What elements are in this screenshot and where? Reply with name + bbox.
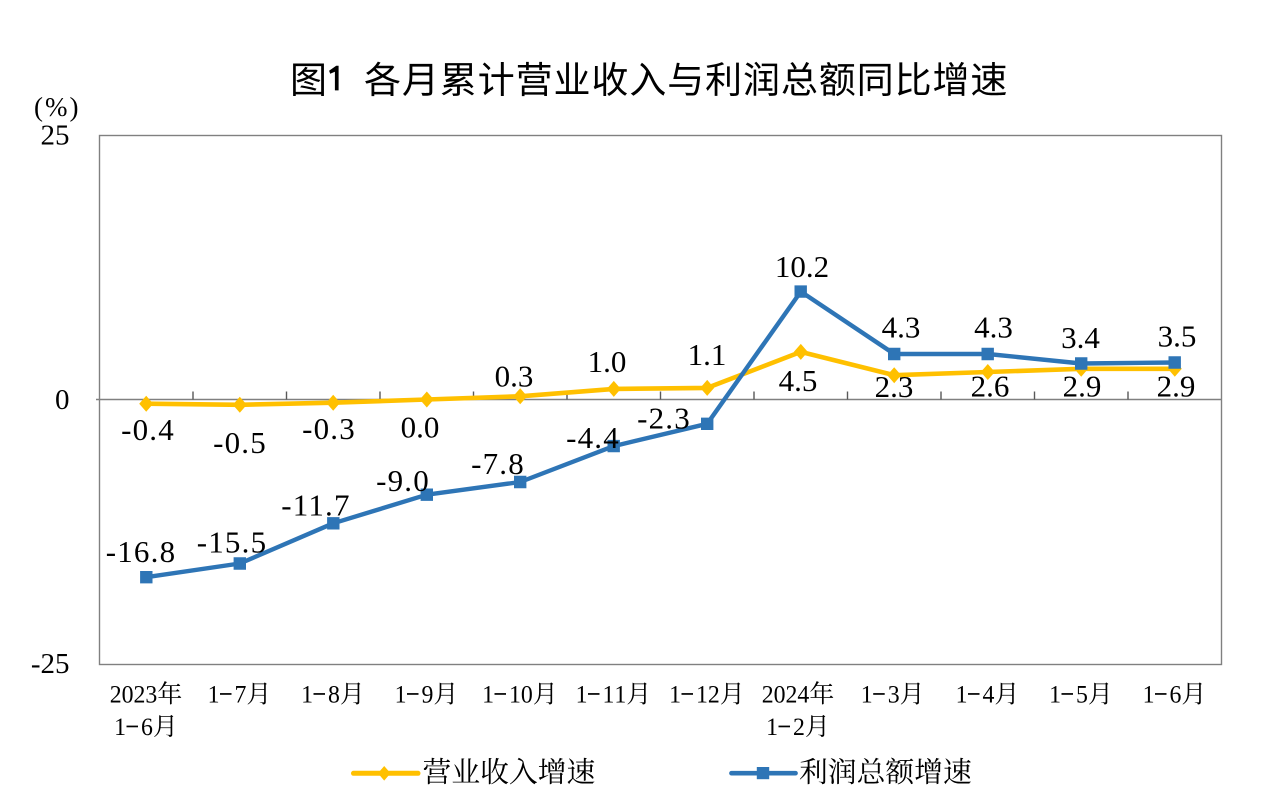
svg-text:25: 25 <box>41 120 70 152</box>
svg-text:1: 1 <box>208 682 220 709</box>
svg-text:4: 4 <box>983 682 995 709</box>
svg-text:6: 6 <box>141 714 153 741</box>
svg-text:1.1: 1.1 <box>688 337 727 372</box>
svg-text:1: 1 <box>861 682 873 709</box>
svg-text:-16.8: -16.8 <box>106 534 177 569</box>
svg-text:-4.4: -4.4 <box>566 420 620 455</box>
svg-text:1: 1 <box>603 682 615 709</box>
svg-text:1: 1 <box>696 682 708 709</box>
svg-text:8: 8 <box>328 682 340 709</box>
svg-text:7: 7 <box>235 682 247 709</box>
svg-text:3: 3 <box>888 682 900 709</box>
svg-text:9: 9 <box>422 682 434 709</box>
svg-text:-15.5: -15.5 <box>197 525 268 560</box>
svg-text:2.6: 2.6 <box>971 369 1010 404</box>
svg-text:4: 4 <box>797 682 809 709</box>
svg-text:3: 3 <box>145 682 157 709</box>
svg-text:1: 1 <box>669 682 681 709</box>
svg-text:10.2: 10.2 <box>775 249 829 284</box>
svg-text:6: 6 <box>1170 682 1182 709</box>
svg-text:1.0: 1.0 <box>588 344 627 379</box>
svg-text:-0.4: -0.4 <box>121 412 175 447</box>
svg-text:3.5: 3.5 <box>1158 319 1197 354</box>
svg-text:1: 1 <box>614 682 626 709</box>
svg-text:0: 0 <box>122 682 134 709</box>
svg-text:-7.8: -7.8 <box>471 446 525 481</box>
svg-text:0: 0 <box>55 384 70 416</box>
svg-text:-11.7: -11.7 <box>281 488 350 523</box>
svg-text:0: 0 <box>774 682 786 709</box>
svg-text:4.5: 4.5 <box>779 363 818 398</box>
svg-text:1: 1 <box>956 682 968 709</box>
svg-text:-2.3: -2.3 <box>637 401 691 436</box>
svg-text:2.9: 2.9 <box>1063 369 1102 404</box>
svg-text:0.0: 0.0 <box>401 410 440 445</box>
svg-text:0.3: 0.3 <box>495 359 534 394</box>
svg-text:1: 1 <box>114 714 126 741</box>
svg-text:-0.5: -0.5 <box>213 425 267 460</box>
svg-text:2.3: 2.3 <box>875 369 914 404</box>
svg-text:1: 1 <box>482 682 494 709</box>
svg-text:4.3: 4.3 <box>974 310 1013 345</box>
svg-text:5: 5 <box>1076 682 1088 709</box>
svg-text:1: 1 <box>766 714 778 741</box>
svg-text:(%): (%) <box>34 92 80 122</box>
svg-text:2: 2 <box>793 714 805 741</box>
svg-text:-0.3: -0.3 <box>302 411 356 446</box>
svg-text:2.9: 2.9 <box>1157 369 1196 404</box>
svg-text:1: 1 <box>301 682 313 709</box>
svg-text:0: 0 <box>521 682 533 709</box>
svg-text:1: 1 <box>576 682 588 709</box>
svg-text:2: 2 <box>110 682 122 709</box>
svg-text:4.3: 4.3 <box>882 310 921 345</box>
svg-text:1: 1 <box>395 682 407 709</box>
svg-text:2: 2 <box>134 682 146 709</box>
svg-text:-9.0: -9.0 <box>376 463 430 498</box>
svg-text:2: 2 <box>708 682 720 709</box>
svg-text:3.4: 3.4 <box>1061 320 1100 355</box>
svg-text:1: 1 <box>509 682 521 709</box>
svg-text:2: 2 <box>762 682 774 709</box>
svg-text:1: 1 <box>1049 682 1061 709</box>
svg-text:-25: -25 <box>31 648 70 680</box>
svg-text:1: 1 <box>1143 682 1155 709</box>
svg-text:2: 2 <box>786 682 798 709</box>
